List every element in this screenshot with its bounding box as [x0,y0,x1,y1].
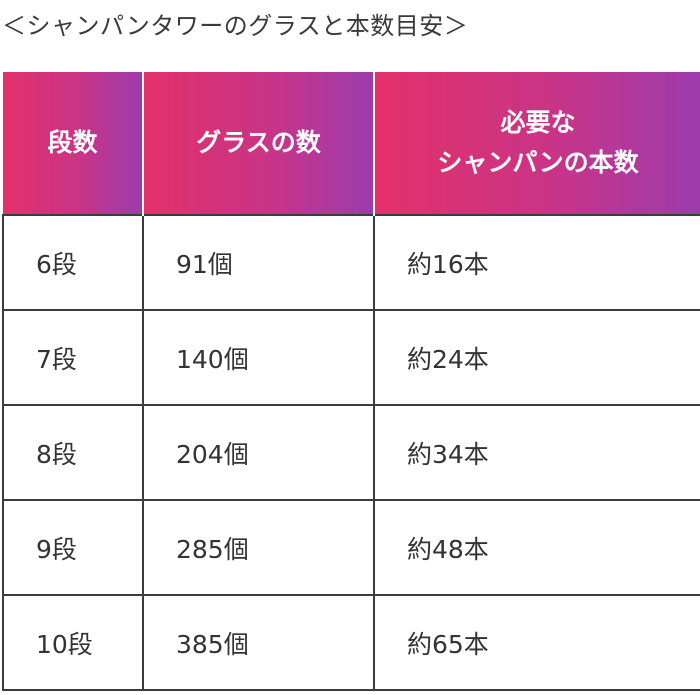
table-row: 7段 140個 約24本 [2,309,700,406]
cell-bottles: 約16本 [373,214,700,311]
header-bottles-line2: シャンパンの本数 [437,148,639,177]
cell-bottles: 約65本 [373,594,700,691]
cell-glasses: 204個 [142,404,375,501]
table-row: 9段 285個 約48本 [2,499,700,596]
cell-glasses: 285個 [142,499,375,596]
cell-glasses: 91個 [142,214,375,311]
cell-tiers: 9段 [2,499,144,596]
header-row: 段数 グラスの数 必要な シャンパンの本数 [3,72,700,215]
cell-tiers: 7段 [2,309,144,406]
cell-glasses: 385個 [142,594,375,691]
cell-tiers: 8段 [2,404,144,501]
table-row: 10段 385個 約65本 [2,594,700,691]
table-caption: ＜シャンパンタワーのグラスと本数目安＞ [2,12,469,40]
cell-bottles: 約24本 [373,309,700,406]
header-glasses: グラスの数 [142,72,375,215]
table-header: 段数 グラスの数 必要な シャンパンの本数 [3,72,700,215]
header-bottles: 必要な シャンパンの本数 [373,72,700,215]
cell-tiers: 10段 [2,594,144,691]
header-bottles-line1: 必要な [500,108,576,137]
table-row: 8段 204個 約34本 [2,404,700,501]
table-body: 6段 91個 約16本 7段 140個 約24本 8段 204個 約34本 9段… [2,214,700,691]
champagne-tower-table: 段数 グラスの数 必要な シャンパンの本数 6段 91個 約16本 7段 140… [2,72,700,691]
cell-glasses: 140個 [142,309,375,406]
cell-tiers: 6段 [2,214,144,311]
table-row: 6段 91個 約16本 [2,214,700,311]
cell-bottles: 約48本 [373,499,700,596]
cell-bottles: 約34本 [373,404,700,501]
header-tiers: 段数 [3,72,144,215]
